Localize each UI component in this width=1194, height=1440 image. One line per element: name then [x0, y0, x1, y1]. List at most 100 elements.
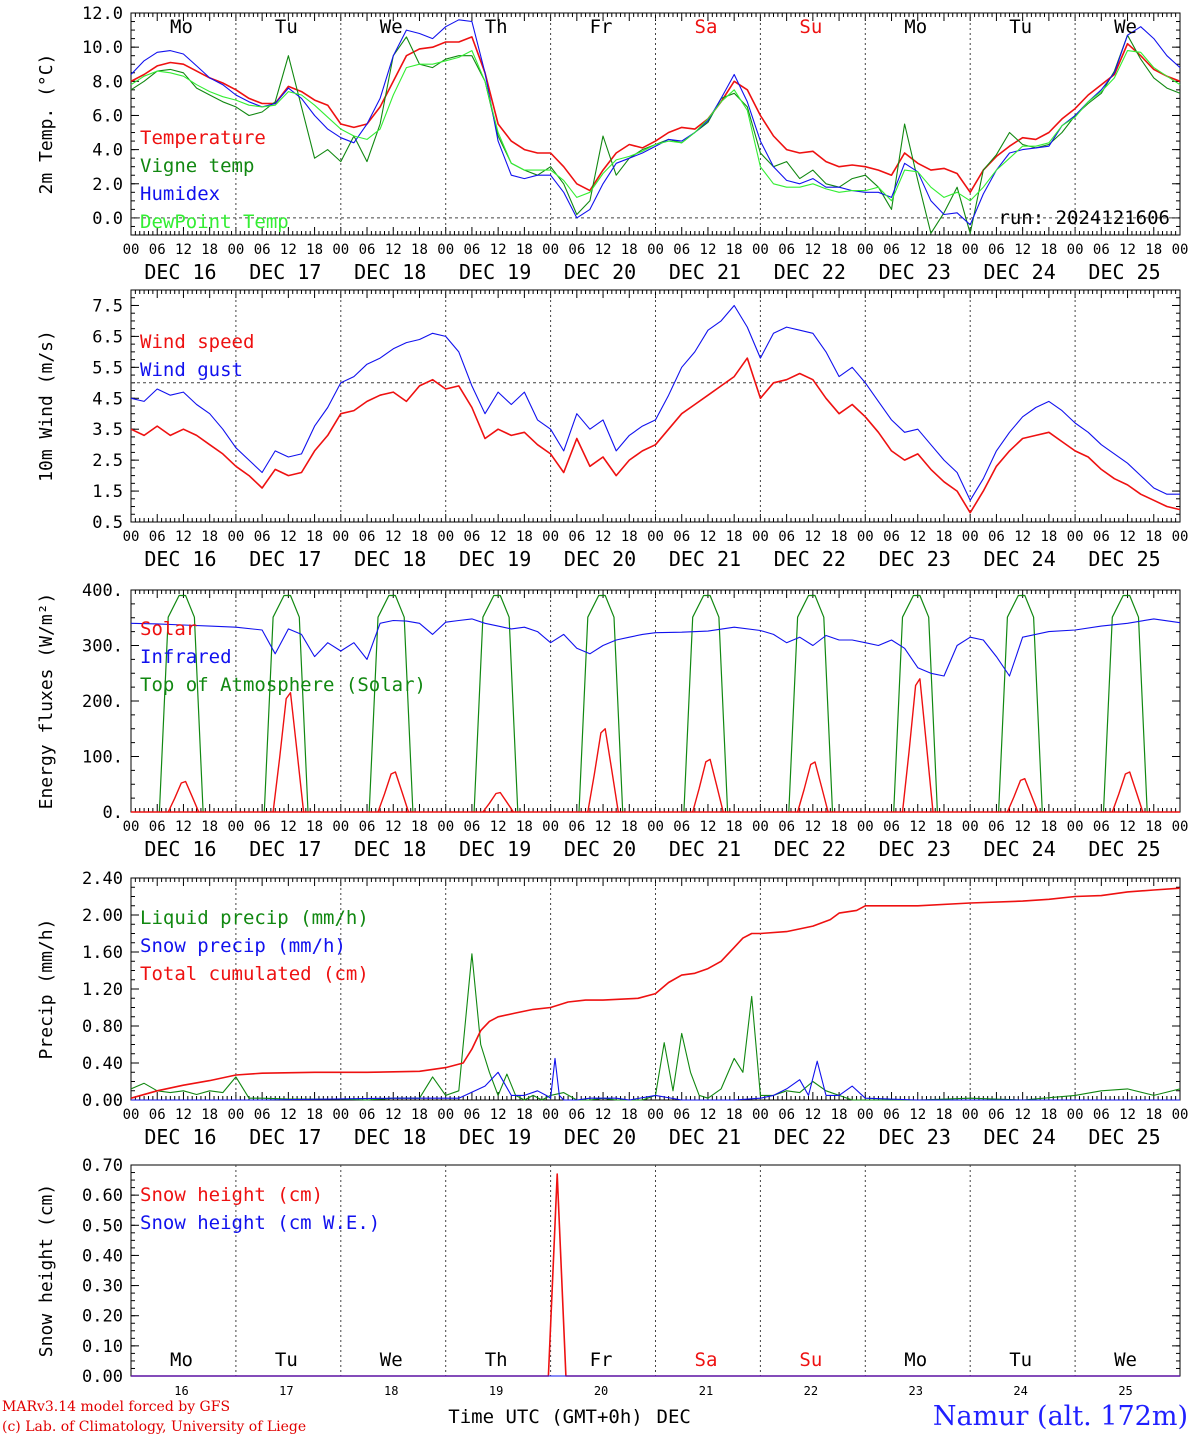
day-number-label: 25: [1118, 1384, 1132, 1398]
series-line: [683, 594, 729, 813]
x-day-label: DEC 16: [144, 260, 216, 284]
day-number-label: 18: [384, 1384, 398, 1398]
x-hour-tick-label: 00: [542, 1107, 559, 1123]
x-hour-tick-label: 18: [411, 242, 428, 258]
series-line: [788, 594, 834, 813]
time-axis-label: Time UTC (GMT+0h): [448, 1406, 642, 1428]
x-hour-tick-label: 12: [804, 242, 821, 258]
x-hour-tick-label: 06: [359, 1107, 376, 1123]
x-hour-tick-label: 18: [621, 819, 638, 835]
x-hour-tick-label: 18: [726, 819, 743, 835]
legend-entry: Infrared: [140, 646, 232, 668]
x-hour-tick-label: 18: [516, 819, 533, 835]
y-tick-label: 8.0: [92, 72, 123, 92]
y-tick-label: 5.5: [92, 358, 123, 378]
x-hour-tick-label: 00: [542, 242, 559, 258]
x-hour-tick-label: 12: [385, 242, 402, 258]
weekday-label: Tu: [1009, 1349, 1032, 1371]
y-tick-label: 12.0: [82, 4, 123, 24]
x-hour-tick-label: 06: [778, 529, 795, 545]
x-hour-tick-label: 06: [883, 1107, 900, 1123]
x-hour-tick-label: 18: [936, 529, 953, 545]
x-hour-tick-label: 00: [227, 1107, 244, 1123]
y-tick-label: 0.5: [92, 513, 123, 533]
x-hour-tick-label: 12: [490, 1107, 507, 1123]
model-credit-line-1: MARv3.14 model forced by GFS: [2, 1399, 231, 1415]
x-day-label: DEC 21: [669, 837, 741, 861]
x-hour-tick-label: 12: [804, 1107, 821, 1123]
weekday-label: Tu: [275, 16, 298, 38]
y-tick-label: 2.0: [92, 175, 123, 195]
x-hour-tick-label: 06: [1093, 819, 1110, 835]
x-hour-tick-label: 12: [909, 819, 926, 835]
day-number-label: 24: [1013, 1384, 1027, 1398]
x-day-label: DEC 23: [879, 260, 951, 284]
weekday-label: Sa: [695, 1349, 718, 1371]
x-hour-tick-label: 00: [437, 1107, 454, 1123]
legend-entry: DewPoint Temp: [140, 211, 289, 233]
series-line: [473, 594, 519, 813]
panel-temperature: [130, 12, 1181, 236]
legend-entry: Temperature: [140, 127, 266, 149]
x-hour-tick-label: 00: [1172, 529, 1189, 545]
legend-entry: Snow height (cm W.E.): [140, 1212, 380, 1234]
x-hour-tick-label: 00: [332, 529, 349, 545]
x-hour-tick-label: 12: [1119, 529, 1136, 545]
x-hour-tick-label: 06: [673, 819, 690, 835]
x-hour-tick-label: 18: [621, 529, 638, 545]
x-day-label: DEC 18: [354, 260, 426, 284]
x-day-label: DEC 24: [984, 837, 1056, 861]
x-hour-tick-label: 00: [332, 242, 349, 258]
x-hour-tick-label: 00: [1067, 819, 1084, 835]
x-hour-tick-label: 00: [962, 529, 979, 545]
x-hour-tick-label: 00: [647, 529, 664, 545]
day-number-label: 21: [699, 1384, 713, 1398]
x-day-label: DEC 23: [879, 1125, 951, 1149]
x-hour-tick-label: 00: [332, 819, 349, 835]
model-credit-line-2: (c) Lab. of Climatology, University of L…: [2, 1419, 307, 1435]
station-label: Namur (alt. 172m): [932, 1401, 1188, 1432]
y-tick-label: 0.0: [92, 209, 123, 229]
legend-entry: Snow height (cm): [140, 1184, 323, 1206]
y-tick-label: 3.5: [92, 420, 123, 440]
x-day-label: DEC 17: [249, 1125, 321, 1149]
y-tick-label: 200.: [82, 692, 123, 712]
x-day-label: DEC 19: [459, 1125, 531, 1149]
y-tick-label: 300.: [82, 637, 123, 657]
panel-energy: [130, 589, 1181, 813]
x-hour-tick-label: 18: [1145, 242, 1162, 258]
x-hour-tick-label: 12: [385, 819, 402, 835]
y-tick-label: 0.70: [82, 1156, 123, 1176]
x-hour-tick-label: 18: [831, 529, 848, 545]
series-line: [130, 953, 1181, 1101]
x-hour-tick-label: 00: [962, 242, 979, 258]
y-tick-label: 1.5: [92, 482, 123, 502]
x-hour-tick-label: 12: [909, 242, 926, 258]
x-hour-tick-label: 18: [1040, 1107, 1057, 1123]
x-hour-tick-label: 12: [490, 529, 507, 545]
x-hour-tick-label: 18: [516, 242, 533, 258]
series-line: [796, 761, 829, 813]
weekday-label: Th: [485, 1349, 508, 1371]
x-hour-tick-label: 00: [437, 529, 454, 545]
panel-precip: [130, 877, 1181, 1101]
x-hour-tick-label: 06: [778, 1107, 795, 1123]
x-hour-tick-label: 12: [1014, 242, 1031, 258]
y-tick-label: 0.00: [82, 1091, 123, 1111]
day-number-label: 17: [279, 1384, 293, 1398]
x-hour-tick-label: 00: [962, 1107, 979, 1123]
x-day-label: DEC 21: [669, 1125, 741, 1149]
x-hour-tick-label: 06: [673, 1107, 690, 1123]
series-line: [578, 594, 624, 813]
x-hour-tick-label: 12: [385, 529, 402, 545]
y-tick-label: 0.30: [82, 1277, 123, 1297]
x-hour-tick-label: 18: [621, 242, 638, 258]
series-line: [368, 594, 414, 813]
x-hour-tick-label: 12: [595, 242, 612, 258]
legend-entry: Total cumulated (cm): [140, 963, 369, 985]
x-hour-tick-label: 18: [1145, 1107, 1162, 1123]
y-tick-label: 10.0: [82, 38, 123, 58]
x-hour-tick-label: 18: [411, 1107, 428, 1123]
y-axis-label: 10m Wind (m/s): [36, 330, 57, 482]
x-hour-tick-label: 06: [463, 242, 480, 258]
